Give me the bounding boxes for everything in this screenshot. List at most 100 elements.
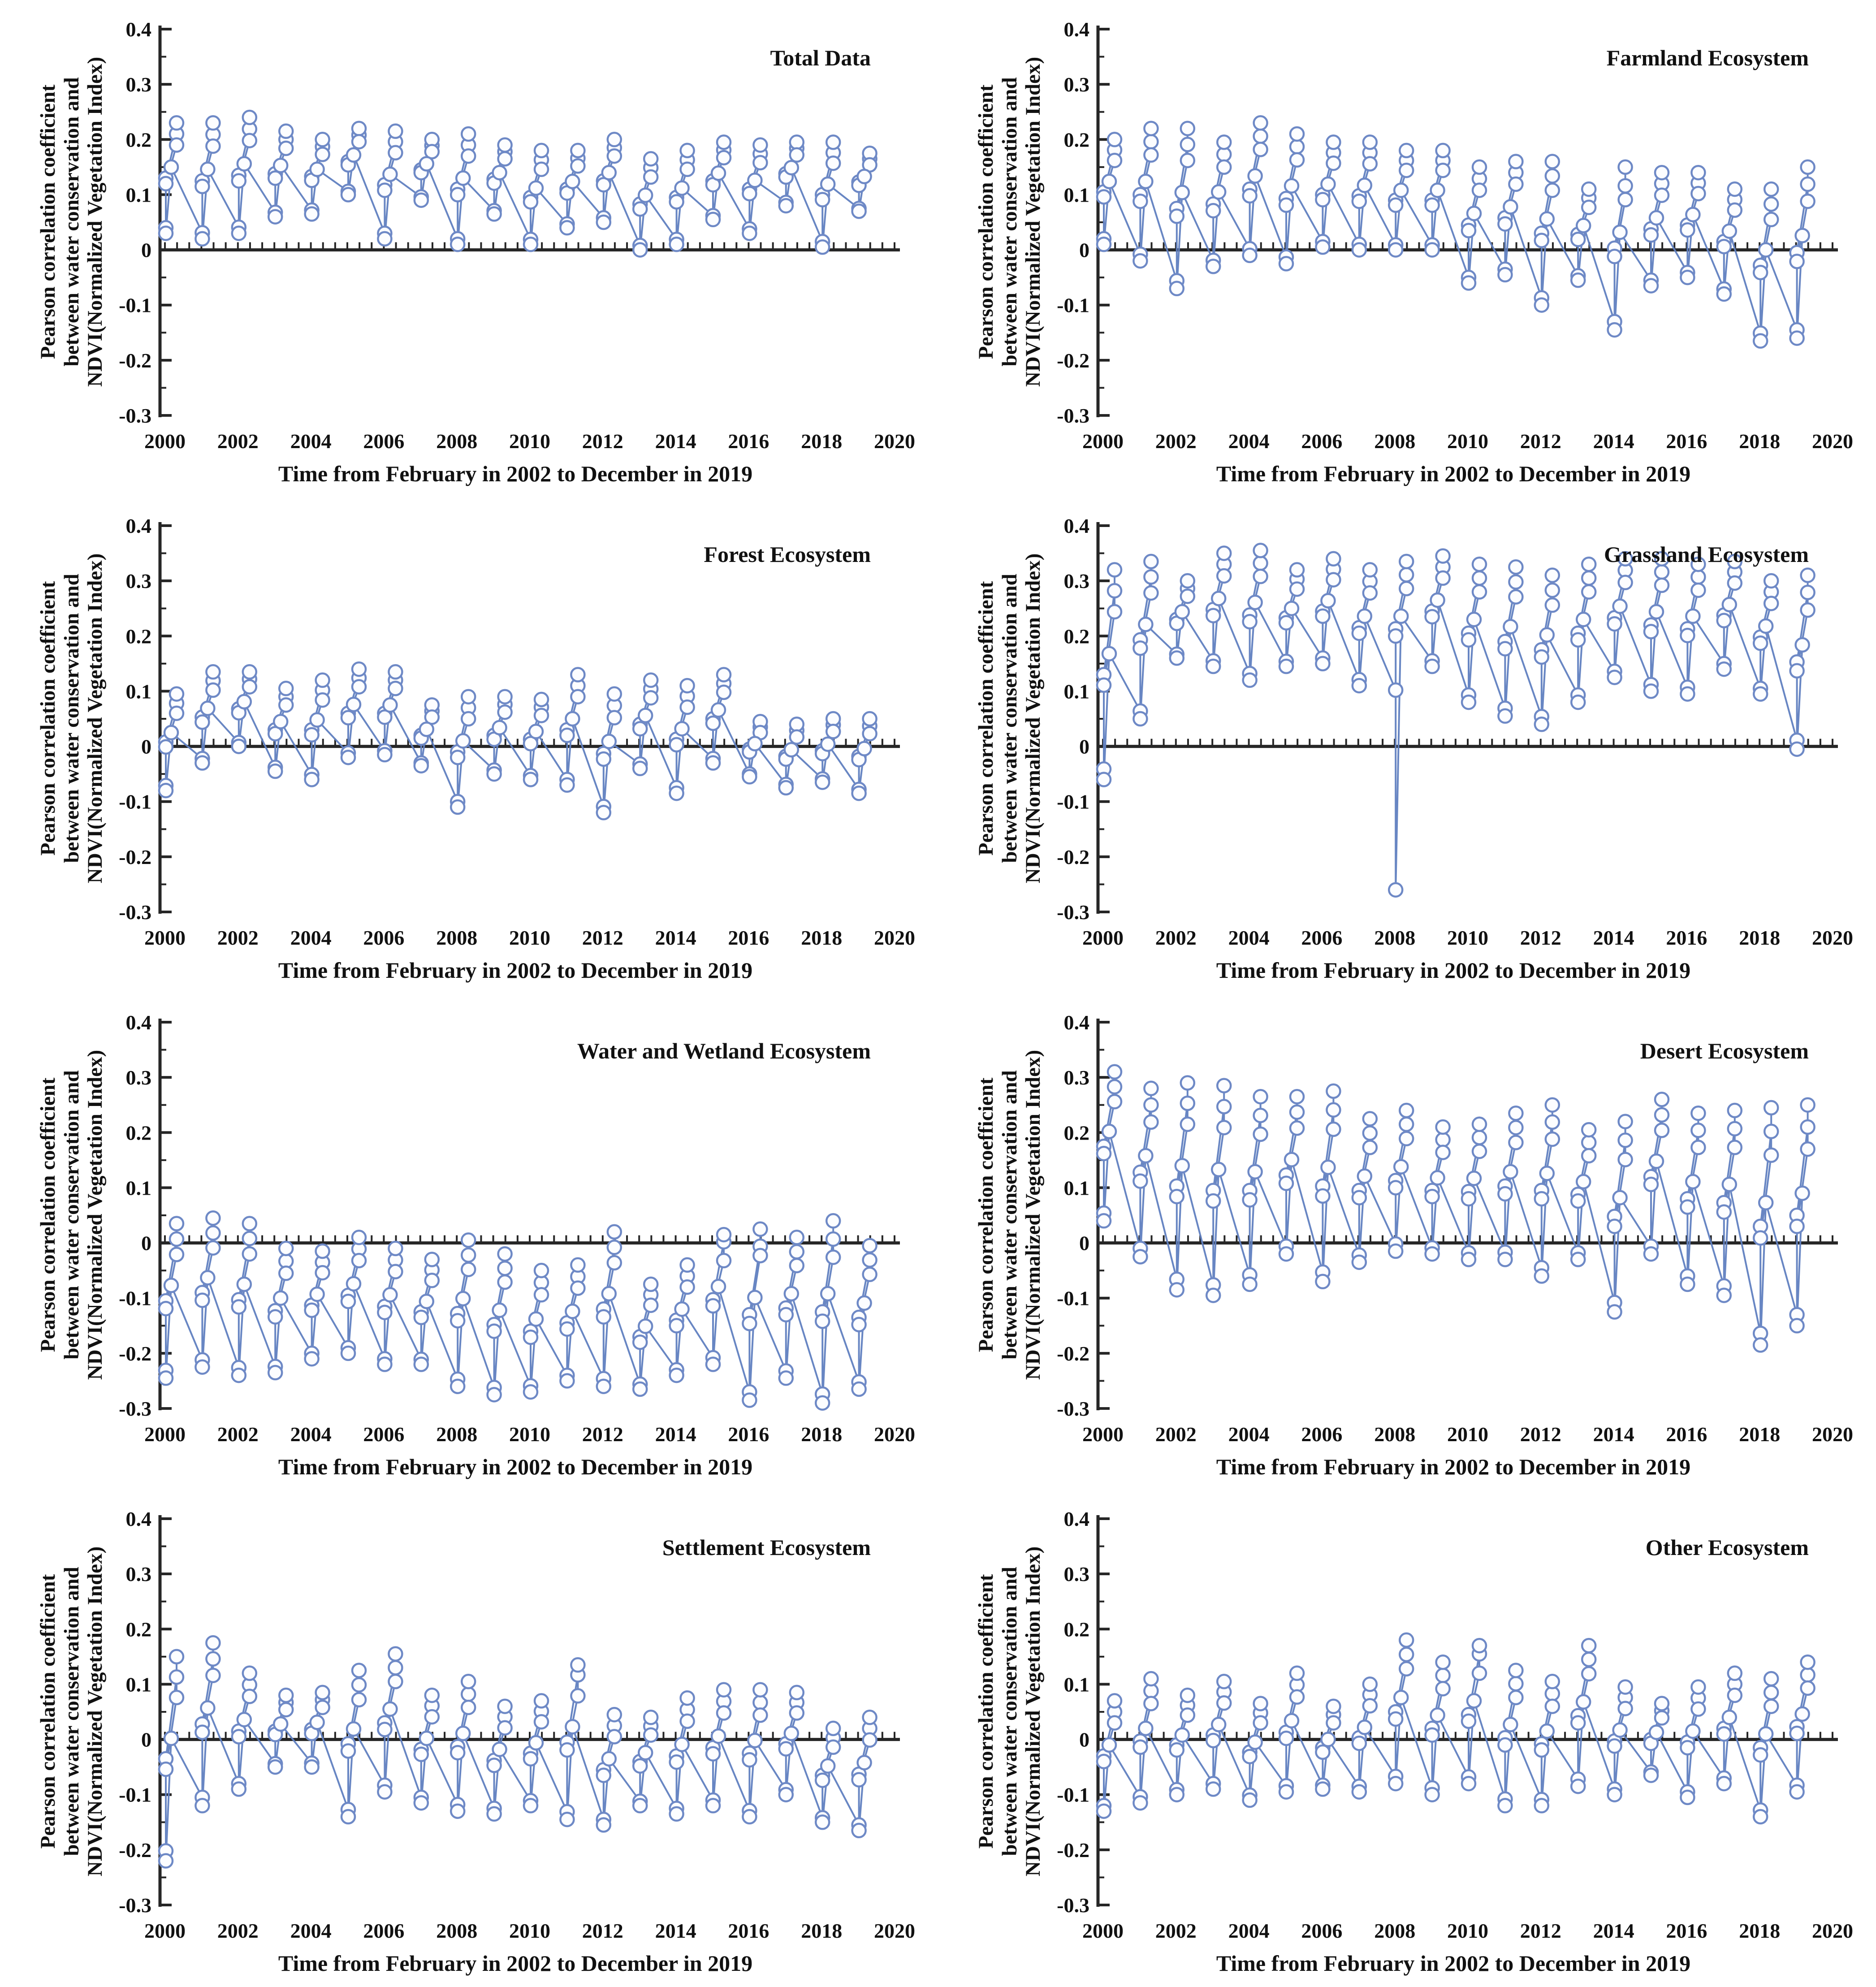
y-axis-label-line: Pearson correlation coefficient xyxy=(974,581,998,856)
svg-text:-0.3: -0.3 xyxy=(1057,404,1089,427)
svg-text:-0.2: -0.2 xyxy=(119,349,151,372)
svg-text:2016: 2016 xyxy=(728,1423,769,1446)
svg-text:2020: 2020 xyxy=(874,430,915,453)
svg-text:2016: 2016 xyxy=(728,926,769,949)
svg-text:-0.1: -0.1 xyxy=(1057,1784,1089,1806)
svg-text:2002: 2002 xyxy=(1155,430,1197,453)
svg-text:0.4: 0.4 xyxy=(1064,18,1090,41)
svg-text:2016: 2016 xyxy=(1666,1423,1707,1446)
chart-title: Water and Wetland Ecosystem xyxy=(577,1038,871,1063)
x-axis-label: Time from February in 2002 to December i… xyxy=(278,1454,753,1479)
svg-text:0.3: 0.3 xyxy=(126,1563,152,1585)
svg-text:2014: 2014 xyxy=(655,1423,696,1446)
svg-text:2010: 2010 xyxy=(1447,1919,1488,1942)
svg-text:2016: 2016 xyxy=(728,430,769,453)
svg-text:-0.3: -0.3 xyxy=(119,404,151,427)
svg-text:2008: 2008 xyxy=(1374,1919,1415,1942)
svg-text:-0.3: -0.3 xyxy=(119,1894,151,1917)
svg-text:2020: 2020 xyxy=(1812,926,1853,949)
y-axis-label-line: between water conservation and xyxy=(998,574,1021,863)
svg-text:2006: 2006 xyxy=(363,1919,404,1942)
chart-title: Other Ecosystem xyxy=(1645,1535,1809,1560)
svg-text:2018: 2018 xyxy=(1739,926,1780,949)
svg-text:2008: 2008 xyxy=(436,926,477,949)
svg-text:2002: 2002 xyxy=(217,1423,259,1446)
y-axis-label-line: Pearson correlation coefficient xyxy=(36,1077,60,1352)
svg-text:2012: 2012 xyxy=(1520,1919,1561,1942)
svg-text:2004: 2004 xyxy=(1228,1919,1270,1942)
svg-text:2010: 2010 xyxy=(1447,430,1488,453)
svg-text:0.2: 0.2 xyxy=(1064,625,1090,648)
svg-text:0: 0 xyxy=(141,1232,151,1255)
svg-text:2018: 2018 xyxy=(801,926,842,949)
y-axis-label: Pearson correlation coefficient between w… xyxy=(36,57,107,387)
svg-text:-0.3: -0.3 xyxy=(1057,901,1089,924)
svg-text:2002: 2002 xyxy=(1155,1919,1197,1942)
svg-text:2014: 2014 xyxy=(655,430,696,453)
svg-text:2020: 2020 xyxy=(874,1423,915,1446)
svg-text:-0.2: -0.2 xyxy=(1057,1342,1089,1365)
x-axis-label: Time from February in 2002 to December i… xyxy=(1216,1454,1691,1479)
svg-text:0.4: 0.4 xyxy=(126,1011,152,1034)
svg-text:2014: 2014 xyxy=(1593,1919,1634,1942)
chart-panel-grassland: 0.4 0.3 0.2 0.1 0 -0.1 -0.2 -0.3 2000 2002 2004 200… xyxy=(938,497,1876,993)
svg-text:0.2: 0.2 xyxy=(126,625,152,648)
y-axis-label-line: between water conservation and xyxy=(998,77,1021,367)
svg-text:2014: 2014 xyxy=(1593,1423,1634,1446)
svg-text:2010: 2010 xyxy=(509,1423,550,1446)
svg-text:0.4: 0.4 xyxy=(1064,514,1090,537)
svg-text:2004: 2004 xyxy=(290,1423,332,1446)
chart-title: Forest Ecosystem xyxy=(704,542,871,567)
svg-text:2006: 2006 xyxy=(1301,430,1342,453)
y-axis-label-line: Pearson correlation coefficient xyxy=(36,1574,60,1849)
x-axis-label: Time from February in 2002 to December i… xyxy=(278,1951,753,1976)
svg-text:0: 0 xyxy=(1079,1232,1089,1255)
svg-text:2006: 2006 xyxy=(1301,1423,1342,1446)
svg-text:2016: 2016 xyxy=(1666,926,1707,949)
svg-text:2004: 2004 xyxy=(290,1919,332,1942)
y-axis-label-line: NDVI(Normalized Vegetation Index) xyxy=(83,553,107,884)
svg-text:-0.1: -0.1 xyxy=(119,790,151,813)
y-axis-label-line: NDVI(Normalized Vegetation Index) xyxy=(1021,1546,1045,1877)
svg-text:2000: 2000 xyxy=(144,1423,186,1446)
svg-text:0: 0 xyxy=(1079,239,1089,262)
svg-text:0: 0 xyxy=(141,1728,151,1751)
x-axis-label: Time from February in 2002 to December i… xyxy=(1216,461,1691,486)
svg-text:-0.2: -0.2 xyxy=(1057,349,1089,372)
svg-text:2018: 2018 xyxy=(801,1919,842,1942)
y-axis-label-line: Pearson correlation coefficient xyxy=(974,84,998,359)
svg-text:2020: 2020 xyxy=(1812,430,1853,453)
svg-text:2012: 2012 xyxy=(1520,430,1561,453)
svg-text:0.3: 0.3 xyxy=(1064,570,1090,592)
svg-text:2018: 2018 xyxy=(1739,1423,1780,1446)
svg-text:2008: 2008 xyxy=(436,1423,477,1446)
svg-text:-0.1: -0.1 xyxy=(1057,790,1089,813)
svg-text:2020: 2020 xyxy=(1812,1919,1853,1942)
svg-text:0.2: 0.2 xyxy=(126,128,152,151)
svg-text:0: 0 xyxy=(141,239,151,262)
svg-text:0.3: 0.3 xyxy=(1064,1563,1090,1585)
svg-text:-0.3: -0.3 xyxy=(119,901,151,924)
svg-text:0.4: 0.4 xyxy=(1064,1011,1090,1034)
svg-text:2016: 2016 xyxy=(1666,1919,1707,1942)
svg-text:0.2: 0.2 xyxy=(126,1121,152,1144)
svg-text:0.4: 0.4 xyxy=(126,18,152,41)
chart-title: Total Data xyxy=(770,45,871,70)
svg-text:2002: 2002 xyxy=(217,430,259,453)
svg-text:0.1: 0.1 xyxy=(1064,1673,1090,1696)
svg-text:2008: 2008 xyxy=(1374,926,1415,949)
svg-text:2014: 2014 xyxy=(655,926,696,949)
svg-text:2006: 2006 xyxy=(363,926,404,949)
chart-title: Grassland Ecosystem xyxy=(1604,542,1809,567)
svg-text:-0.3: -0.3 xyxy=(1057,1894,1089,1917)
svg-text:2002: 2002 xyxy=(1155,926,1197,949)
y-axis-label-line: between water conservation and xyxy=(998,1070,1021,1360)
svg-text:2012: 2012 xyxy=(582,430,623,453)
y-axis-label-line: between water conservation and xyxy=(60,1567,83,1856)
